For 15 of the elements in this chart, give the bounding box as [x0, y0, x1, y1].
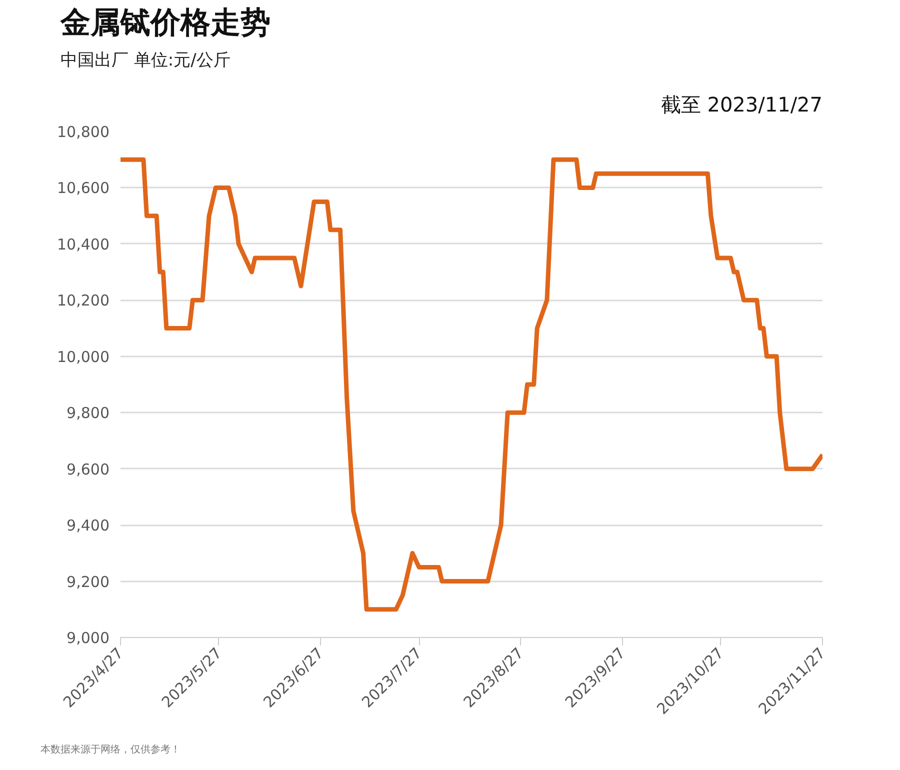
y-tick-label: 10,000 — [57, 348, 110, 366]
y-tick-label: 10,200 — [57, 292, 110, 310]
y-tick-label: 9,200 — [66, 572, 110, 591]
y-tick-label: 9,000 — [66, 629, 110, 647]
text: 本数据来源于网络，仅供参考！ — [40, 744, 180, 756]
y-tick-label: 9,400 — [66, 516, 110, 535]
text: 截至 2023/11/27 — [660, 92, 823, 116]
y-tick-label: 10,600 — [57, 179, 110, 198]
chart-subtitle: 中国出厂 单位:元/公斤 — [60, 50, 230, 70]
y-tick-label: 9,600 — [66, 460, 110, 478]
y-tick-label: 10,800 — [57, 123, 110, 141]
y-tick-label: 9,800 — [66, 404, 110, 422]
line-series — [120, 157, 822, 612]
chart-title: 金属铽价格走势 — [60, 6, 270, 40]
y-tick-label: 10,400 — [57, 235, 110, 254]
